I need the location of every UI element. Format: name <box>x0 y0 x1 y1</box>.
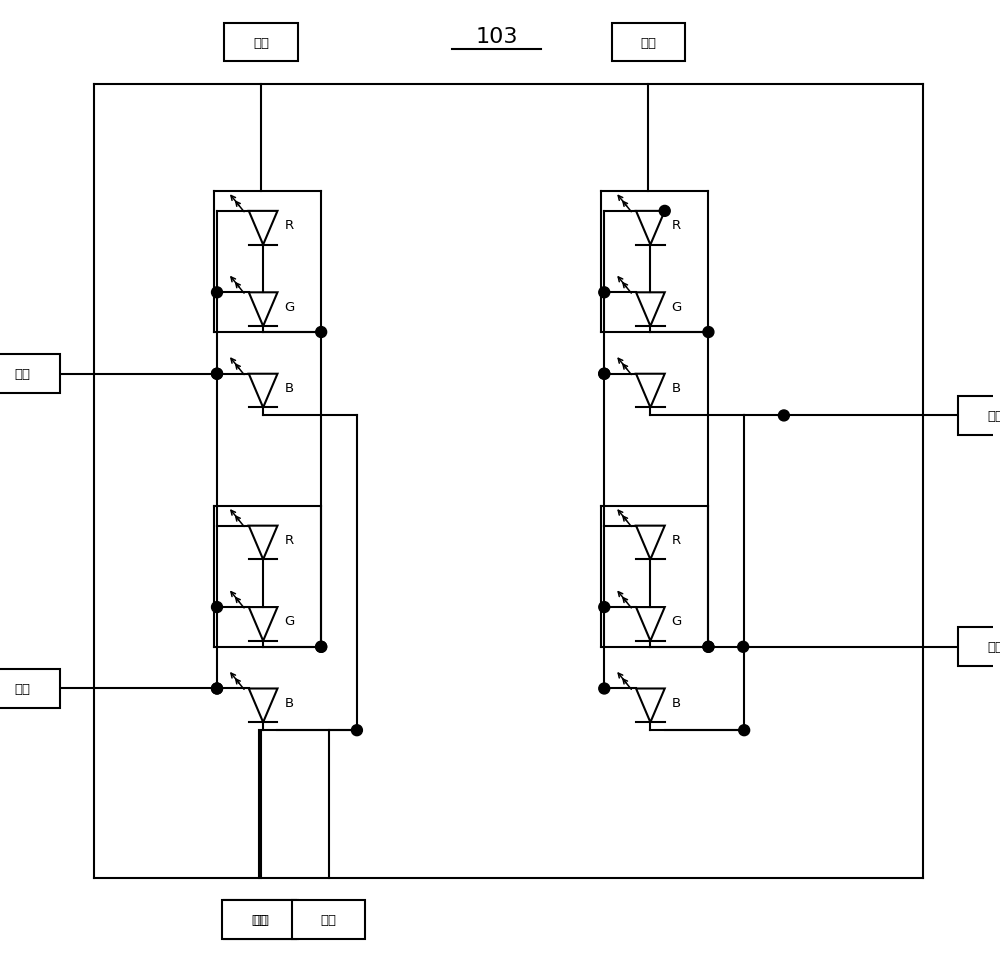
FancyBboxPatch shape <box>958 396 1000 436</box>
Circle shape <box>738 641 749 653</box>
FancyBboxPatch shape <box>292 901 365 940</box>
Text: G: G <box>284 300 295 314</box>
Text: 电极: 电极 <box>987 640 1000 654</box>
Text: 电极: 电极 <box>253 913 269 926</box>
Circle shape <box>739 725 750 736</box>
Circle shape <box>659 206 670 217</box>
Text: 电极: 电极 <box>15 682 31 696</box>
Circle shape <box>703 641 714 653</box>
FancyBboxPatch shape <box>0 355 60 394</box>
Text: 电极: 电极 <box>987 410 1000 422</box>
FancyBboxPatch shape <box>0 669 60 708</box>
Text: G: G <box>672 615 682 628</box>
Text: R: R <box>284 219 294 232</box>
Circle shape <box>316 641 327 653</box>
FancyBboxPatch shape <box>958 628 1000 666</box>
Circle shape <box>599 369 610 380</box>
Circle shape <box>599 683 610 694</box>
Text: 103: 103 <box>475 27 518 47</box>
Circle shape <box>599 288 610 298</box>
Circle shape <box>212 602 222 613</box>
FancyBboxPatch shape <box>612 24 685 62</box>
Text: R: R <box>284 534 294 546</box>
Text: G: G <box>672 300 682 314</box>
Text: B: B <box>672 382 681 395</box>
Circle shape <box>351 725 362 736</box>
Circle shape <box>599 602 610 613</box>
Text: 电极: 电极 <box>321 913 337 926</box>
Circle shape <box>703 327 714 338</box>
Text: B: B <box>672 696 681 709</box>
Text: R: R <box>672 219 681 232</box>
Text: R: R <box>672 534 681 546</box>
Circle shape <box>778 411 789 421</box>
FancyBboxPatch shape <box>222 901 296 940</box>
Text: G: G <box>284 615 295 628</box>
Circle shape <box>212 683 222 694</box>
Circle shape <box>212 369 222 380</box>
Text: B: B <box>284 382 294 395</box>
Text: 电极: 电极 <box>15 368 31 381</box>
Text: 电极: 电极 <box>251 913 267 926</box>
Circle shape <box>316 641 327 653</box>
Circle shape <box>316 327 327 338</box>
Text: 电极: 电极 <box>640 36 656 50</box>
FancyBboxPatch shape <box>224 24 298 62</box>
Circle shape <box>703 641 714 653</box>
FancyBboxPatch shape <box>224 901 298 940</box>
Text: B: B <box>284 696 294 709</box>
Text: 电极: 电极 <box>253 36 269 50</box>
Circle shape <box>599 369 610 380</box>
Circle shape <box>212 288 222 298</box>
Circle shape <box>212 369 222 380</box>
Circle shape <box>212 683 222 694</box>
